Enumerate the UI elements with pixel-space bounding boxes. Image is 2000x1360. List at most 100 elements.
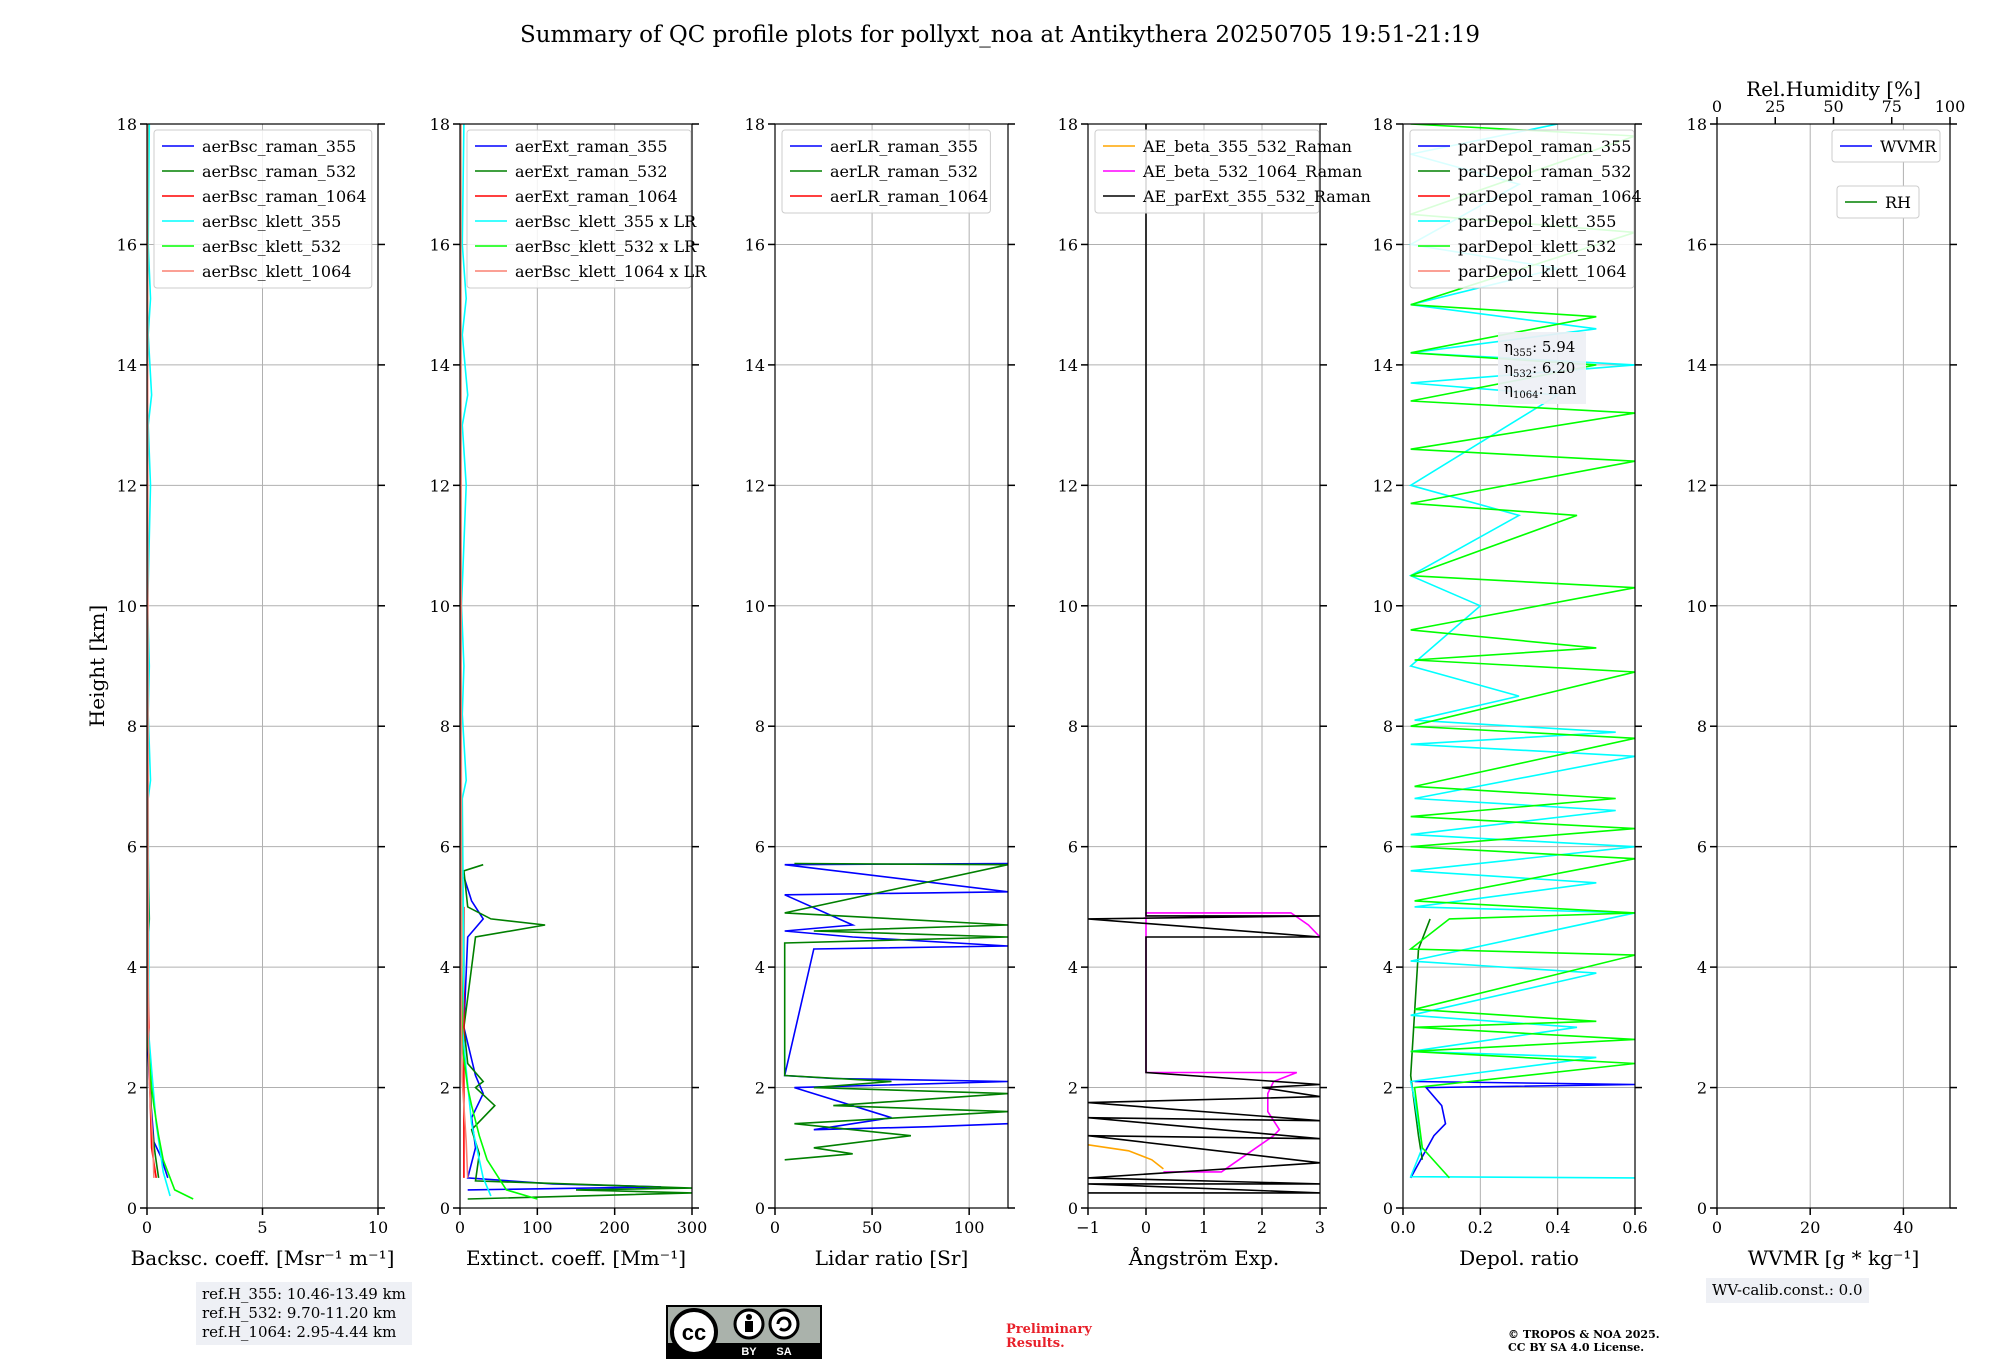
legend-label: parDepol_raman_532	[1458, 162, 1631, 181]
axes-frame	[774, 123, 1009, 1209]
xtick-label: 0.4	[1545, 1218, 1570, 1237]
ytick-label: 12	[1058, 476, 1078, 495]
ytick-label: 18	[1373, 115, 1393, 134]
series-aerExt_raman_532	[463, 863, 692, 1200]
series-group-lr	[783, 862, 1008, 1161]
ytick-label: 12	[1373, 476, 1393, 495]
ytick-label: 0	[1697, 1199, 1707, 1218]
ytick-label: 16	[1058, 235, 1078, 254]
series-parDepol_raman_355	[1409, 1080, 1635, 1179]
top-axis-label: Rel.Humidity [%]	[1746, 77, 1921, 101]
series-parDepol_raman_532	[1409, 918, 1431, 1160]
xtick-label: 300	[677, 1218, 708, 1237]
ytick-label: 8	[1697, 717, 1707, 736]
legend-label: parDepol_raman_1064	[1458, 187, 1642, 206]
legend-label: RH	[1885, 193, 1911, 212]
xtick-label: 100	[522, 1218, 553, 1237]
eta-value: : nan	[1538, 380, 1576, 398]
eta-wavelength: 355	[1513, 348, 1532, 359]
ytick-label: 4	[1068, 958, 1078, 977]
series-AE_beta_355_532_Raman	[1088, 1144, 1164, 1170]
legend-label: aerBsc_klett_532 x LR	[515, 237, 697, 256]
ytick-label: 0	[127, 1199, 137, 1218]
ytick-label: 10	[745, 597, 765, 616]
ytick-label: 6	[1383, 838, 1393, 857]
xtick-label: 0.6	[1622, 1218, 1647, 1237]
ytick-label: 2	[755, 1079, 765, 1098]
top-xtick-label: 50	[1823, 97, 1843, 116]
ytick-label: 14	[1687, 356, 1707, 375]
legend-box	[1831, 129, 1941, 163]
panel-lr: 0 2 4 6 8 10 12 14 16 18 0 50 100 Lidar ratio [Sr] aer…	[745, 115, 1015, 1270]
series-group-bsc	[147, 124, 194, 1200]
xtick-label: 10	[368, 1218, 388, 1237]
ytick-label: 8	[127, 717, 137, 736]
cc-text: cc	[682, 1320, 706, 1345]
legend-label: AE_parExt_355_532_Raman	[1142, 187, 1371, 206]
legend-label: aerBsc_klett_1064	[202, 262, 351, 281]
series-group-ext	[460, 124, 692, 1200]
xtick-label: 0	[770, 1218, 780, 1237]
ytick-label: 4	[1697, 958, 1707, 977]
top-xtick-label: 25	[1765, 97, 1785, 116]
legend-label: aerExt_raman_1064	[515, 187, 678, 206]
ytick-label: 18	[430, 115, 450, 134]
ref-height-355: ref.H_355: 10.46-13.49 km	[202, 1285, 406, 1303]
ytick-label: 2	[1383, 1079, 1393, 1098]
ytick-label: 0	[1068, 1199, 1078, 1218]
x-axis-label: Backsc. coeff. [Msr⁻¹ m⁻¹]	[131, 1246, 395, 1270]
ytick-label: 10	[117, 597, 137, 616]
cc-by-sa-logo: cc BY SA	[666, 1305, 822, 1359]
ytick-label: 6	[755, 838, 765, 857]
ytick-label: 14	[430, 356, 450, 375]
xtick-label: 0	[1712, 1218, 1722, 1237]
ytick-label: 8	[1068, 717, 1078, 736]
ytick-label: 16	[117, 235, 137, 254]
top-xtick-label: 100	[1935, 97, 1966, 116]
series-aerExt_raman_355	[463, 876, 662, 1191]
xtick-label: 0.2	[1468, 1218, 1493, 1237]
ytick-label: 0	[755, 1199, 765, 1218]
by-text: BY	[741, 1346, 757, 1358]
ytick-label: 16	[1373, 235, 1393, 254]
series-aerLR_raman_355	[783, 862, 1008, 1131]
xtick-label: 0	[455, 1218, 465, 1237]
top-xtick-label: 0	[1712, 97, 1722, 116]
ytick-label: 18	[1687, 115, 1707, 134]
xtick-label: 0.0	[1390, 1218, 1415, 1237]
preliminary-line-1: Preliminary	[1006, 1322, 1092, 1337]
eta-line: η1064: nan	[1504, 380, 1577, 401]
legend-wv: WVMR RH	[1831, 129, 1941, 219]
preliminary-note: Preliminary Results.	[1006, 1323, 1092, 1351]
ytick-label: 0	[440, 1199, 450, 1218]
legend-box	[1094, 129, 1320, 214]
x-axis-label: WVMR [g * kg⁻¹]	[1748, 1246, 1920, 1270]
x-axis-label: Ångström Exp.	[1128, 1245, 1279, 1270]
legend-label: aerBsc_klett_532	[202, 237, 341, 256]
axes-frame	[1716, 123, 1951, 1209]
xtick-label: 0	[142, 1218, 152, 1237]
legend-label: aerLR_raman_1064	[830, 187, 988, 206]
series-aerLR_raman_532	[783, 862, 1008, 1161]
ytick-label: 18	[745, 115, 765, 134]
eta-symbol: η	[1504, 338, 1513, 356]
legend-label: aerBsc_klett_355	[202, 212, 341, 231]
legend-label: aerLR_raman_532	[830, 162, 978, 181]
ytick-label: 14	[745, 356, 765, 375]
y-axis-label: Height [km]	[85, 605, 109, 727]
xtick-label: 200	[599, 1218, 630, 1237]
eta-wavelength: 532	[1513, 369, 1532, 380]
ytick-label: 4	[440, 958, 450, 977]
eta-box-bg	[1498, 332, 1586, 404]
xtick-label: 5	[257, 1218, 267, 1237]
xtick-label: 0	[1141, 1218, 1151, 1237]
figure-title: Summary of QC profile plots for pollyxt_…	[519, 22, 1481, 48]
ytick-label: 2	[127, 1079, 137, 1098]
ytick-label: 10	[430, 597, 450, 616]
legend-label: parDepol_klett_355	[1458, 212, 1616, 231]
x-axis-label: Depol. ratio	[1459, 1246, 1579, 1270]
preliminary-line-2: Results.	[1006, 1336, 1065, 1351]
legend-box	[466, 129, 692, 289]
